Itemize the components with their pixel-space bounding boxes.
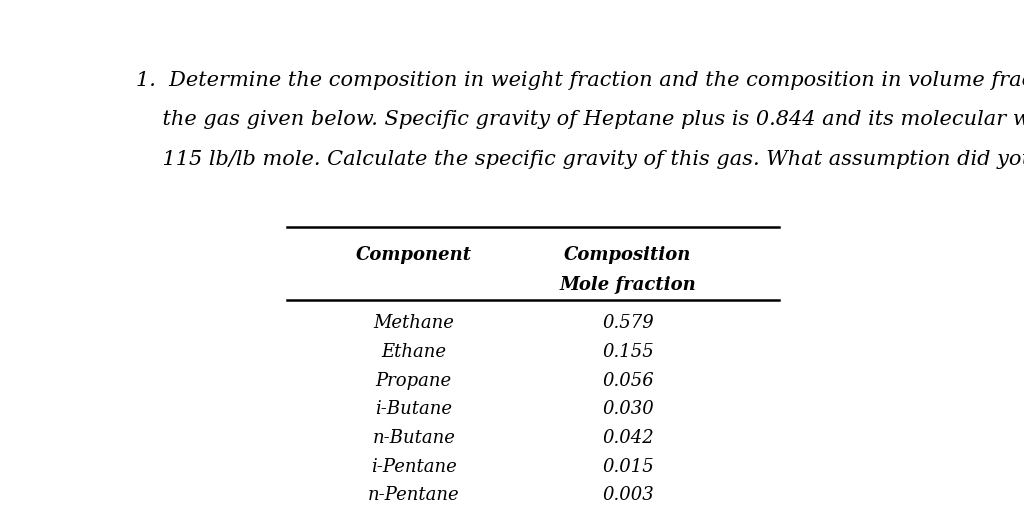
Text: 1.  Determine the composition in weight fraction and the composition in volume f: 1. Determine the composition in weight f…: [136, 71, 1024, 90]
Text: i-Butane: i-Butane: [375, 400, 453, 417]
Text: 0.042: 0.042: [602, 428, 654, 446]
Text: Mole fraction: Mole fraction: [559, 276, 696, 294]
Text: Composition: Composition: [564, 245, 691, 263]
Text: 0.003: 0.003: [602, 486, 654, 503]
Text: n-Butane: n-Butane: [373, 428, 455, 446]
Text: 0.015: 0.015: [602, 457, 654, 475]
Text: Methane: Methane: [374, 314, 454, 332]
Text: 0.579: 0.579: [602, 314, 654, 332]
Text: Ethane: Ethane: [381, 342, 446, 360]
Text: 115 lb/lb mole. Calculate the specific gravity of this gas. What assumption did : 115 lb/lb mole. Calculate the specific g…: [136, 149, 1024, 168]
Text: i-Pentane: i-Pentane: [371, 457, 457, 475]
Text: Propane: Propane: [376, 371, 452, 389]
Text: 0.030: 0.030: [602, 400, 654, 417]
Text: 0.056: 0.056: [602, 371, 654, 389]
Text: 0.155: 0.155: [602, 342, 654, 360]
Text: Component: Component: [355, 245, 472, 263]
Text: n-Pentane: n-Pentane: [368, 486, 460, 503]
Text: the gas given below. Specific gravity of Heptane plus is 0.844 and its molecular: the gas given below. Specific gravity of…: [136, 110, 1024, 129]
